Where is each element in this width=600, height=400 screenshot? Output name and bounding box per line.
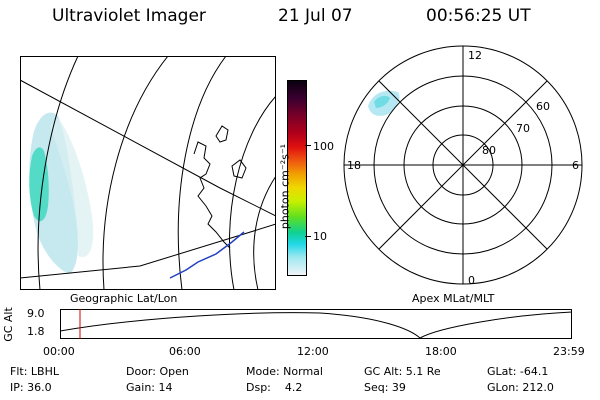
timeline-x-label-1: 06:00 — [169, 345, 201, 358]
instrument-title: Ultraviolet Imager — [52, 6, 206, 26]
date-label: 21 Jul 07 — [278, 6, 353, 26]
geographic-map-panel — [20, 56, 276, 290]
timeline-y-min: 1.8 — [27, 325, 45, 338]
timeline-x-label-3: 18:00 — [425, 345, 457, 358]
geographic-caption: Geographic Lat/Lon — [70, 292, 178, 305]
mlat-label-80: 80 — [482, 144, 496, 157]
info-seq: Seq: 39 — [364, 381, 406, 394]
coastline — [193, 125, 247, 249]
coastline-highlight — [169, 231, 245, 279]
colorbar — [287, 80, 307, 276]
time-label: 00:56:25 UT — [426, 6, 531, 26]
mlt-label-18: 18 — [347, 159, 361, 172]
info-ip: IP: 36.0 — [10, 381, 52, 394]
geo-grid-lines — [20, 56, 276, 290]
colorbar-tick-label-10: 10 — [313, 230, 327, 243]
info-door: Door: Open — [126, 365, 189, 378]
polar-grid — [343, 45, 583, 285]
mlt-label-0: 0 — [468, 274, 475, 286]
info-glon: GLon: 212.0 — [487, 381, 554, 394]
info-mode: Mode: Normal — [246, 365, 323, 378]
colorbar-unit-label: photon cm⁻²s⁻¹ — [278, 143, 292, 230]
timeline-y-max: 9.0 — [27, 307, 45, 320]
timeline-plot — [60, 309, 572, 339]
timeline-x-label-4: 23:59 — [553, 345, 585, 358]
colorbar-tick-100 — [305, 145, 311, 146]
mlt-label-12: 12 — [468, 49, 482, 62]
info-glat: GLat: -64.1 — [487, 365, 549, 378]
mlat-label-60: 60 — [536, 100, 550, 113]
timeline-x-label-2: 12:00 — [297, 345, 329, 358]
apex-caption: Apex MLat/MLT — [412, 292, 495, 305]
mlt-label-6: 6 — [572, 159, 579, 172]
gc-altitude-curve — [60, 311, 572, 339]
info-gain: Gain: 14 — [126, 381, 173, 394]
colorbar-tick-10 — [305, 236, 311, 237]
apex-polar-plot: 12 6 0 18 60 70 80 — [343, 45, 583, 286]
aurora-emission — [29, 112, 94, 274]
colorbar-tick-label-100: 100 — [313, 140, 334, 153]
info-filter: Flt: LBHL — [10, 365, 59, 378]
mlat-label-70: 70 — [516, 122, 530, 135]
timeline-axis-label: GC Alt — [1, 307, 15, 342]
timeline-x-label-0: 00:00 — [43, 345, 75, 358]
info-gc-alt: GC Alt: 5.1 Re — [364, 365, 441, 378]
info-dsp: Dsp: 4.2 — [246, 381, 303, 394]
